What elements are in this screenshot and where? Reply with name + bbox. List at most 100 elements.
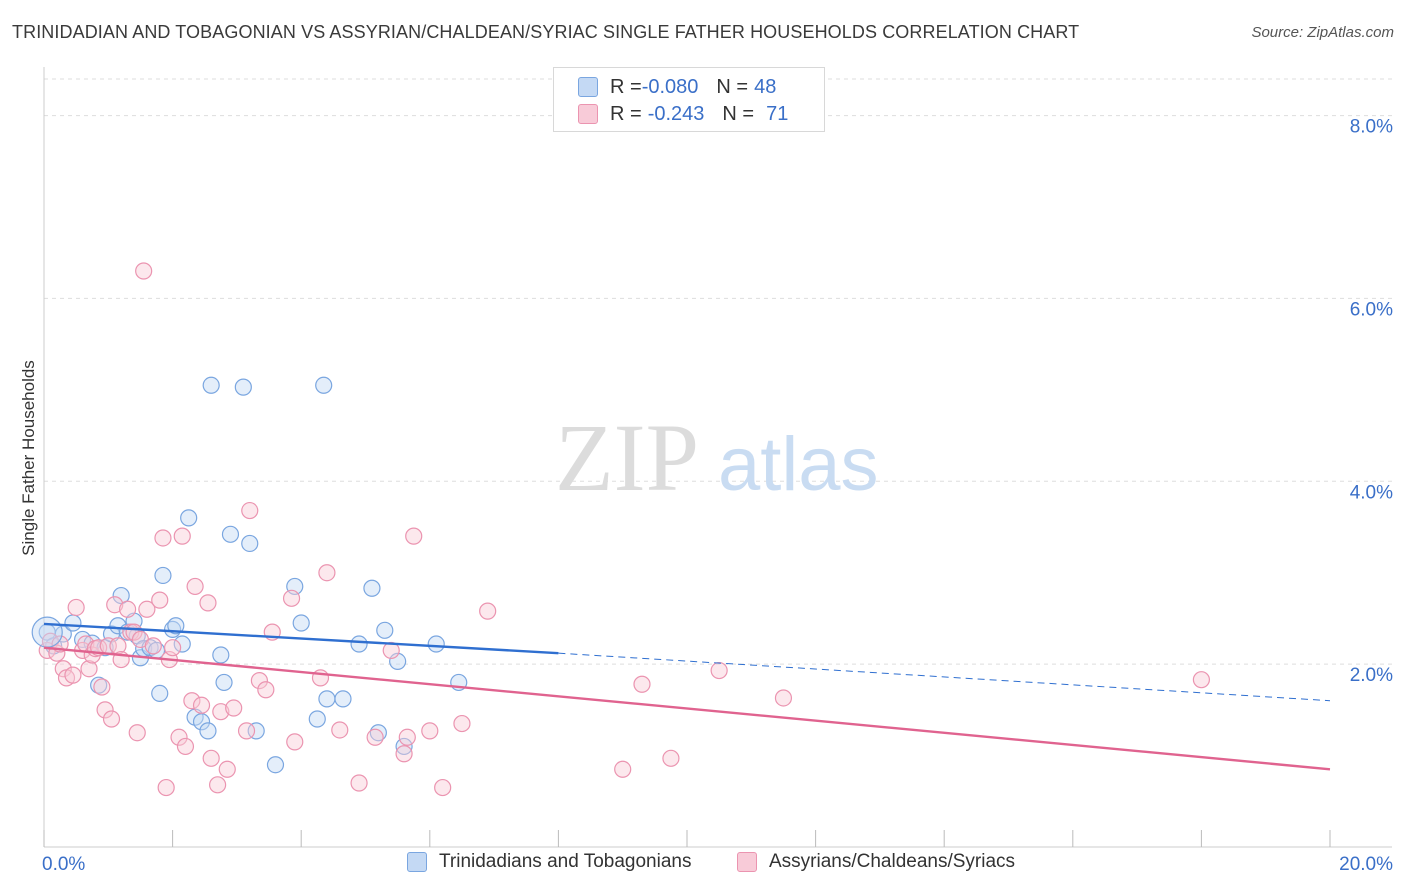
data-point xyxy=(128,724,146,742)
data-point xyxy=(218,760,236,778)
watermark-atlas: atlas xyxy=(718,422,879,507)
correlation-legend: R = -0.080 N = 48 R = -0.243 N = 71 xyxy=(553,67,825,132)
data-point xyxy=(151,684,169,703)
data-point xyxy=(479,602,497,620)
data-point xyxy=(376,621,394,639)
data-point xyxy=(366,728,384,746)
data-point xyxy=(434,778,452,797)
r-value: -0.243 xyxy=(647,102,705,125)
data-point xyxy=(225,699,243,717)
data-point xyxy=(192,696,211,714)
legend-swatch-blue xyxy=(578,77,598,97)
data-point xyxy=(250,671,269,690)
y-tick-label: 4.0% xyxy=(1350,482,1393,503)
data-point xyxy=(398,728,416,746)
y-tick-label: 2.0% xyxy=(1350,665,1393,686)
y-axis-label: Single Father Households xyxy=(19,360,38,556)
data-point xyxy=(138,600,156,618)
data-point xyxy=(96,701,114,719)
data-point xyxy=(282,589,301,607)
n-value: 48 xyxy=(754,75,777,98)
data-point xyxy=(80,660,98,678)
data-point xyxy=(199,594,217,612)
data-point xyxy=(774,689,793,707)
data-point xyxy=(234,378,252,396)
chart-title: TRINIDADIAN AND TOBAGONIAN VS ASSYRIAN/C… xyxy=(12,22,1080,42)
data-point xyxy=(221,525,240,543)
legend-swatch-blue xyxy=(407,852,427,872)
data-point xyxy=(453,714,471,733)
data-point xyxy=(427,635,445,653)
data-point xyxy=(212,703,230,721)
legend-row-assyrian: R = -0.243 N = 71 xyxy=(578,101,788,127)
data-point xyxy=(31,616,63,648)
data-point xyxy=(315,376,333,394)
data-point xyxy=(350,774,368,792)
data-point xyxy=(241,501,259,520)
data-point xyxy=(257,681,275,699)
trend-line-trinidadian xyxy=(43,622,559,655)
watermark-zip: ZIP xyxy=(555,404,699,511)
series-trinidadian xyxy=(38,376,468,774)
x-tick-label: 0.0% xyxy=(42,854,85,875)
trend-line-assyrian xyxy=(43,646,1331,771)
data-point xyxy=(215,673,233,692)
data-point xyxy=(1192,671,1211,689)
y-tick-label: 6.0% xyxy=(1350,299,1393,320)
trend-line-trinidadian-extension xyxy=(558,652,1331,702)
data-point xyxy=(389,652,407,671)
legend-item-assyrian[interactable]: Assyrians/Chaldeans/Syriacs xyxy=(737,851,1015,873)
data-point xyxy=(710,661,728,680)
data-point xyxy=(633,675,651,693)
axes xyxy=(43,67,1392,848)
data-point xyxy=(151,591,169,609)
data-point xyxy=(170,728,188,746)
data-point xyxy=(405,527,423,545)
data-point xyxy=(331,721,349,739)
data-point xyxy=(202,376,220,394)
r-label: R = xyxy=(610,102,642,125)
data-point xyxy=(237,722,256,740)
data-point xyxy=(157,778,175,797)
legend-row-trinidadian: R = -0.080 N = 48 xyxy=(578,74,776,100)
series-layer xyxy=(31,262,1211,797)
data-point xyxy=(112,586,130,605)
data-point xyxy=(183,692,201,710)
data-point xyxy=(167,617,185,635)
data-point xyxy=(144,637,162,655)
data-point xyxy=(286,733,304,751)
data-point xyxy=(202,749,220,767)
data-point xyxy=(334,690,352,708)
r-label: R = xyxy=(610,75,642,98)
data-point xyxy=(154,529,172,547)
data-point xyxy=(382,641,400,660)
data-point xyxy=(614,760,632,778)
legend-label: Assyrians/Chaldeans/Syriacs xyxy=(769,851,1016,872)
data-point xyxy=(173,527,191,545)
data-point xyxy=(209,776,227,794)
data-point xyxy=(369,724,387,742)
data-point xyxy=(350,635,368,653)
r-value: -0.080 xyxy=(641,75,699,98)
data-point xyxy=(395,737,413,756)
data-point xyxy=(106,596,124,614)
n-label: N = xyxy=(722,102,755,125)
data-point xyxy=(421,722,439,740)
data-point xyxy=(212,646,230,664)
grid xyxy=(44,78,1392,665)
data-point xyxy=(395,745,413,763)
series-legend: Trinidadians and Tobagonians Assyrians/C… xyxy=(0,851,1406,879)
legend-label: Trinidadians and Tobagonians xyxy=(439,851,692,872)
data-point xyxy=(266,756,285,774)
data-point xyxy=(363,579,381,597)
data-point xyxy=(154,566,172,585)
data-point xyxy=(318,690,336,708)
data-point xyxy=(118,600,137,618)
legend-item-trinidadian[interactable]: Trinidadians and Tobagonians xyxy=(407,851,691,873)
data-point xyxy=(64,666,82,684)
data-point xyxy=(186,577,204,596)
data-point xyxy=(247,722,265,740)
data-point xyxy=(241,534,259,553)
data-point xyxy=(292,614,310,632)
data-point xyxy=(173,635,191,653)
